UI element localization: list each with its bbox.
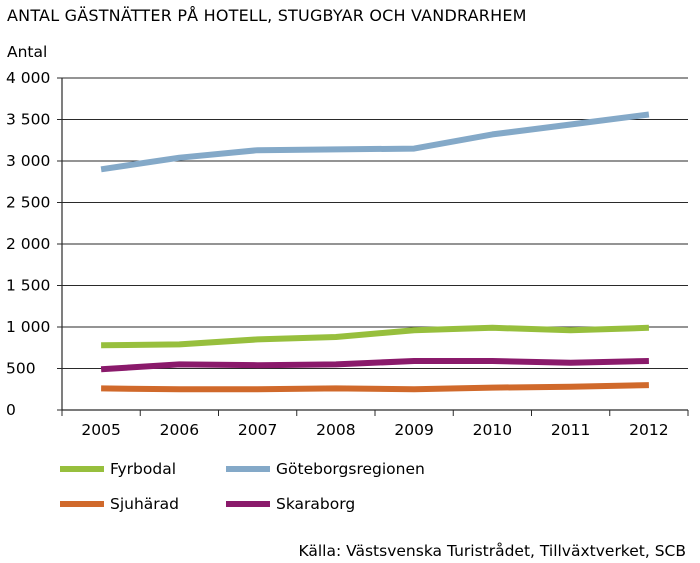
x-tick-label: 2005 bbox=[81, 421, 120, 439]
series-line-fyrbodal bbox=[101, 324, 649, 349]
y-tick-label: 2 000 bbox=[6, 235, 50, 253]
series-line-sjuh-rad bbox=[101, 382, 649, 393]
source-note: Källa: Västsvenska Turistrådet, Tillväxt… bbox=[298, 542, 686, 560]
x-tick-label: 2007 bbox=[238, 421, 277, 439]
legend-label-fyrbodal: Fyrbodal bbox=[110, 460, 176, 478]
x-axis: 2005 2006 2007 2008 2009 2010 2011 2012 bbox=[61, 78, 689, 439]
x-tick-label: 2012 bbox=[629, 421, 668, 439]
x-tick-label: 2010 bbox=[473, 421, 512, 439]
x-tick-label: 2011 bbox=[551, 421, 590, 439]
y-tick-label: 1 000 bbox=[6, 318, 50, 336]
series-line-g-teborgsregionen bbox=[100, 111, 650, 173]
y-tick-label: 4 000 bbox=[6, 69, 50, 87]
y-tick-labels: 0 500 1 000 1 500 2 000 2 500 3 000 3 500 4 000 bbox=[6, 69, 62, 419]
legend: Fyrbodal Göteborgsregionen Sjuhärad Skarabo… bbox=[60, 460, 425, 513]
y-tick-label: 3 000 bbox=[6, 152, 50, 170]
y-tick-label: 3 500 bbox=[6, 111, 50, 129]
y-tick-label: 500 bbox=[6, 360, 36, 378]
y-axis-label: Antal bbox=[7, 43, 47, 61]
chart-title: ANTAL GÄSTNÄTTER PÅ HOTELL, STUGBYAR OCH… bbox=[7, 6, 527, 25]
series-lines bbox=[100, 111, 650, 393]
x-tick-label: 2008 bbox=[316, 421, 355, 439]
x-tick-label: 2006 bbox=[160, 421, 199, 439]
x-tick-label: 2009 bbox=[394, 421, 433, 439]
y-tick-label: 2 500 bbox=[6, 194, 50, 212]
legend-label-sjuh-rad: Sjuhärad bbox=[110, 495, 179, 513]
y-tick-label: 1 500 bbox=[6, 277, 50, 295]
legend-label-g-teborgsregionen: Göteborgsregionen bbox=[276, 460, 425, 478]
series-line-skaraborg bbox=[100, 358, 649, 373]
y-tick-label: 0 bbox=[6, 401, 16, 419]
legend-label-skaraborg: Skaraborg bbox=[276, 495, 355, 513]
